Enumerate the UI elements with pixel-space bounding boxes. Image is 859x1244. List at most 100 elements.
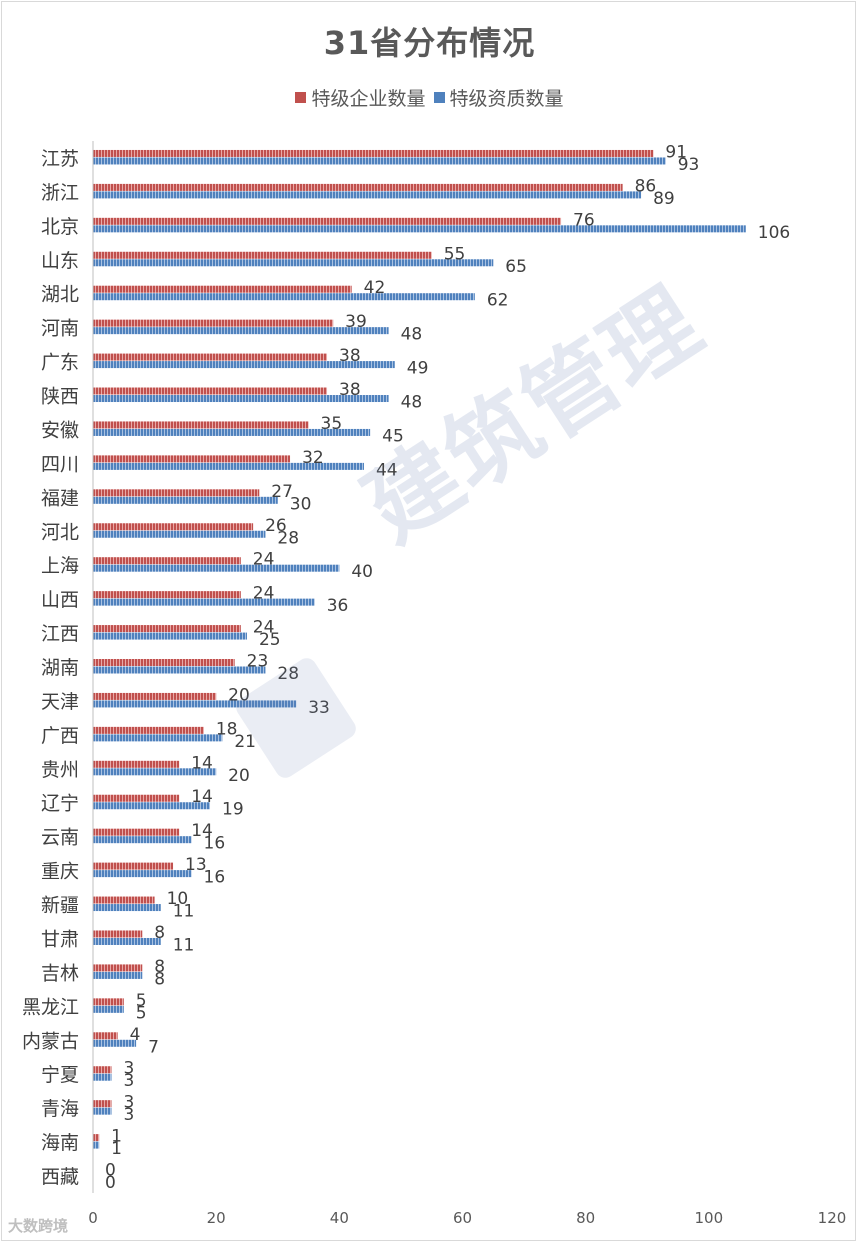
category-label: 内蒙古 [22, 1030, 79, 1052]
bar-enterprise [93, 862, 174, 870]
category-label: 北京 [41, 216, 79, 238]
legend: 特级企业数量 特级资质数量 [0, 84, 859, 111]
data-label-enterprise: 55 [444, 244, 466, 264]
bar-qualification [93, 768, 217, 776]
x-tick-label: 60 [453, 1209, 472, 1227]
bar-enterprise [93, 149, 654, 157]
bar-enterprise [93, 896, 155, 904]
bar-qualification [93, 666, 266, 674]
category-label: 新疆 [41, 895, 79, 917]
bar-enterprise [93, 387, 328, 395]
bar-enterprise [93, 625, 241, 633]
category-label: 青海 [41, 1098, 79, 1120]
category-label: 河北 [41, 521, 79, 543]
bars-group [93, 149, 746, 1149]
category-label: 四川 [41, 453, 79, 475]
bar-qualification [93, 1141, 100, 1149]
bar-enterprise [93, 251, 432, 259]
corner-watermark: 大数跨境 [8, 1217, 69, 1235]
data-label-qualification: 45 [382, 426, 404, 446]
x-axis: 0 20 40 60 80 100 120 [88, 141, 846, 1227]
bar-qualification [93, 225, 746, 233]
legend-item-qualification: 特级资质数量 [433, 84, 564, 111]
bar-enterprise [93, 319, 334, 327]
data-label-enterprise: 91 [665, 142, 687, 162]
data-label-qualification: 3 [123, 1071, 134, 1091]
bar-qualification [93, 700, 297, 708]
bar-enterprise [93, 455, 291, 463]
data-label-enterprise: 38 [339, 380, 361, 400]
category-label: 江苏 [41, 148, 79, 170]
data-label-enterprise: 10 [167, 889, 189, 909]
category-label: 黑龙江 [22, 996, 79, 1018]
data-label-enterprise: 8 [154, 923, 165, 943]
bar-enterprise [93, 828, 180, 836]
data-label-enterprise: 4 [130, 1025, 141, 1045]
bar-enterprise [93, 421, 309, 429]
category-label: 山东 [41, 250, 79, 272]
bar-enterprise [93, 794, 180, 802]
data-label-qualification: 28 [277, 528, 299, 548]
data-label-qualification: 89 [653, 189, 675, 209]
data-label-qualification: 33 [308, 698, 330, 718]
data-label-enterprise: 14 [191, 821, 213, 841]
bar-qualification [93, 971, 143, 979]
bar-qualification [93, 632, 247, 640]
data-label-qualification: 8 [154, 969, 165, 989]
data-label-enterprise: 5 [136, 991, 147, 1011]
bar-qualification [93, 836, 192, 844]
category-label: 海南 [41, 1132, 79, 1154]
bar-enterprise [93, 1134, 100, 1142]
category-label: 广西 [41, 725, 79, 747]
bar-enterprise [93, 489, 260, 497]
legend-swatch-qualification [433, 92, 445, 103]
category-label: 湖南 [41, 657, 79, 679]
bar-enterprise [93, 726, 204, 734]
data-label-enterprise: 32 [302, 448, 324, 468]
bar-qualification [93, 395, 389, 403]
bar-qualification [93, 530, 266, 538]
bar-qualification [93, 1039, 137, 1047]
chart-title: 31省分布情况 [323, 24, 536, 62]
data-label-enterprise: 18 [216, 719, 238, 739]
data-label-enterprise: 24 [253, 584, 275, 604]
data-label-qualification: 30 [290, 494, 312, 514]
bar-qualification [93, 937, 161, 945]
category-label: 陕西 [41, 386, 79, 408]
x-tick-label: 40 [330, 1209, 349, 1227]
bar-qualification [93, 904, 161, 912]
bar-enterprise [93, 285, 352, 293]
bar-qualification [93, 191, 642, 199]
bar-qualification [93, 598, 315, 606]
bar-qualification [93, 361, 395, 369]
category-label: 重庆 [41, 861, 79, 883]
category-label: 上海 [41, 555, 79, 577]
category-label: 辽宁 [41, 793, 79, 815]
data-label-qualification: 36 [327, 596, 349, 616]
category-label: 浙江 [41, 182, 79, 204]
data-label-qualification: 5 [136, 1003, 147, 1023]
bar-qualification [93, 293, 475, 301]
data-label-qualification: 21 [234, 732, 256, 752]
legend-label-enterprise: 特级企业数量 [311, 88, 426, 110]
x-tick-label: 120 [818, 1209, 847, 1227]
bar-enterprise [93, 591, 241, 599]
data-label-qualification: 3 [123, 1105, 134, 1125]
data-label-qualification: 65 [505, 257, 527, 277]
bar-enterprise [93, 183, 623, 191]
data-label-enterprise: 24 [253, 550, 275, 570]
data-label-qualification: 0 [105, 1173, 116, 1193]
category-labels: 江苏浙江北京山东湖北河南广东陕西安徽四川福建河北上海山西江西湖南天津广西贵州辽宁… [22, 148, 79, 1188]
data-label-qualification: 28 [277, 664, 299, 684]
data-label-enterprise: 14 [191, 753, 213, 773]
data-label-qualification: 11 [173, 902, 195, 922]
category-label: 江西 [41, 623, 79, 645]
data-label-qualification: 7 [148, 1037, 159, 1057]
data-label-qualification: 40 [351, 562, 373, 582]
bar-enterprise [93, 760, 180, 768]
data-label-qualification: 106 [758, 223, 790, 243]
x-tick-label: 0 [88, 1209, 98, 1227]
bar-enterprise [93, 998, 124, 1006]
